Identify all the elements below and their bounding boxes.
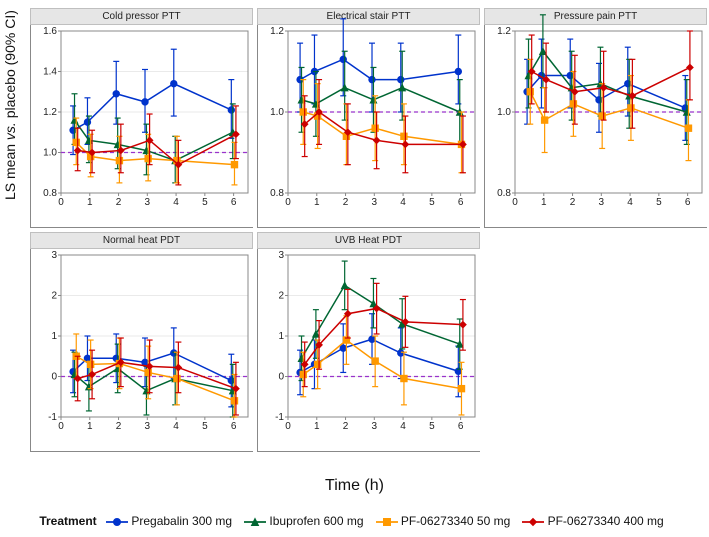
svg-text:2: 2 bbox=[116, 421, 122, 432]
plot-area: -101230123456 bbox=[257, 249, 480, 452]
plot-svg: 0.8 1.0 1.2 0 1 2 3 4 5 6 bbox=[485, 25, 708, 207]
plot-svg: -101230123456 bbox=[31, 249, 254, 431]
svg-text:-1: -1 bbox=[48, 412, 57, 423]
svg-text:1.4: 1.4 bbox=[43, 67, 57, 78]
panel-title: Normal heat PDT bbox=[30, 232, 253, 249]
svg-text:6: 6 bbox=[458, 197, 464, 208]
svg-text:4: 4 bbox=[173, 421, 179, 432]
panel-2: Pressure pain PTT 0.8 1.0 1.2 0 1 2 3 4 5 6 bbox=[484, 8, 707, 228]
svg-text:1.0: 1.0 bbox=[43, 148, 57, 159]
svg-text:6: 6 bbox=[231, 197, 237, 208]
svg-text:0: 0 bbox=[51, 372, 57, 383]
legend: Treatment Pregabalin 300 mg Ibuprofen 60… bbox=[0, 514, 709, 529]
svg-text:2: 2 bbox=[343, 197, 349, 208]
svg-text:3: 3 bbox=[372, 197, 378, 208]
svg-text:1: 1 bbox=[541, 197, 547, 208]
svg-text:0.8: 0.8 bbox=[497, 188, 511, 199]
plot-area: 0.8 1.0 1.2 0 1 2 3 4 5 6 bbox=[484, 25, 707, 228]
svg-text:0.8: 0.8 bbox=[43, 188, 57, 199]
svg-text:1: 1 bbox=[314, 421, 320, 432]
svg-text:4: 4 bbox=[400, 197, 406, 208]
plot-area: -101230123456 bbox=[30, 249, 253, 452]
svg-text:4: 4 bbox=[400, 421, 406, 432]
svg-text:4: 4 bbox=[173, 197, 179, 208]
svg-text:6: 6 bbox=[685, 197, 691, 208]
legend-item-ibuprofen: Ibuprofen 600 mg bbox=[244, 514, 363, 528]
panel-1: Electrical stair PTT 0.8 1.0 1.2 0 1 2 3 4 5 6 bbox=[257, 8, 480, 228]
svg-text:4: 4 bbox=[627, 197, 633, 208]
svg-text:1.6: 1.6 bbox=[43, 26, 57, 37]
svg-text:1.2: 1.2 bbox=[270, 26, 284, 37]
svg-text:2: 2 bbox=[116, 197, 122, 208]
svg-text:5: 5 bbox=[429, 197, 435, 208]
panel-grid: Cold pressor PTT 0.81.01.21.41.60123456 … bbox=[30, 8, 707, 452]
plot-svg: 0.8 1.0 1.2 0 1 2 3 4 5 6 bbox=[258, 25, 481, 207]
panel-3: Normal heat PDT -101230123456 bbox=[30, 232, 253, 452]
svg-text:0: 0 bbox=[512, 197, 518, 208]
svg-text:1.2: 1.2 bbox=[43, 107, 57, 118]
svg-text:3: 3 bbox=[145, 197, 151, 208]
x-axis-label: Time (h) bbox=[0, 477, 709, 495]
svg-text:1: 1 bbox=[51, 331, 57, 342]
legend-title: Treatment bbox=[39, 514, 96, 528]
legend-item-pf400: PF-06273340 400 mg bbox=[522, 514, 663, 528]
svg-text:6: 6 bbox=[231, 421, 237, 432]
svg-text:1.0: 1.0 bbox=[270, 107, 284, 118]
svg-text:2: 2 bbox=[51, 291, 57, 302]
legend-item-pregabalin: Pregabalin 300 mg bbox=[106, 514, 232, 528]
plot-area: 0.8 1.0 1.2 0 1 2 3 4 5 6 bbox=[257, 25, 480, 228]
y-axis-label: LS mean vs. placebo (90% CI) bbox=[2, 10, 18, 200]
panel-title: Electrical stair PTT bbox=[257, 8, 480, 25]
panel-0: Cold pressor PTT 0.8 1.0 1.2 1.4 1.6 0 1 2 3 4 5 6 bbox=[30, 8, 253, 228]
svg-text:1: 1 bbox=[314, 197, 320, 208]
plot-svg: -101230123456 bbox=[258, 249, 481, 431]
svg-text:0: 0 bbox=[58, 197, 64, 208]
svg-text:0: 0 bbox=[278, 372, 284, 383]
svg-text:1.2: 1.2 bbox=[497, 26, 511, 37]
svg-text:6: 6 bbox=[458, 421, 464, 432]
svg-text:3: 3 bbox=[51, 250, 57, 261]
svg-text:0.8: 0.8 bbox=[270, 188, 284, 199]
panel-title: UVB Heat PDT bbox=[257, 232, 480, 249]
panel-title: Pressure pain PTT bbox=[484, 8, 707, 25]
svg-text:3: 3 bbox=[278, 250, 284, 261]
svg-text:2: 2 bbox=[278, 291, 284, 302]
svg-text:0: 0 bbox=[58, 421, 64, 432]
svg-text:5: 5 bbox=[429, 421, 435, 432]
svg-text:2: 2 bbox=[343, 421, 349, 432]
svg-text:-1: -1 bbox=[275, 412, 284, 423]
svg-text:3: 3 bbox=[145, 421, 151, 432]
panel-empty bbox=[484, 232, 707, 452]
plot-area: 0.8 1.0 1.2 1.4 1.6 0 1 2 3 4 5 6 bbox=[30, 25, 253, 228]
svg-text:3: 3 bbox=[372, 421, 378, 432]
panel-title: Cold pressor PTT bbox=[30, 8, 253, 25]
svg-text:5: 5 bbox=[202, 197, 208, 208]
panel-4: UVB Heat PDT -101230123456 bbox=[257, 232, 480, 452]
svg-text:2: 2 bbox=[570, 197, 576, 208]
svg-text:1: 1 bbox=[87, 421, 93, 432]
legend-item-pf50: PF-06273340 50 mg bbox=[376, 514, 511, 528]
svg-text:0: 0 bbox=[285, 421, 291, 432]
svg-text:1: 1 bbox=[87, 197, 93, 208]
plot-svg: 0.8 1.0 1.2 1.4 1.6 0 1 2 3 4 5 6 bbox=[31, 25, 254, 207]
svg-text:5: 5 bbox=[202, 421, 208, 432]
svg-text:0: 0 bbox=[285, 197, 291, 208]
svg-text:3: 3 bbox=[599, 197, 605, 208]
svg-text:1: 1 bbox=[278, 331, 284, 342]
svg-text:5: 5 bbox=[656, 197, 662, 208]
svg-text:1.0: 1.0 bbox=[497, 107, 511, 118]
